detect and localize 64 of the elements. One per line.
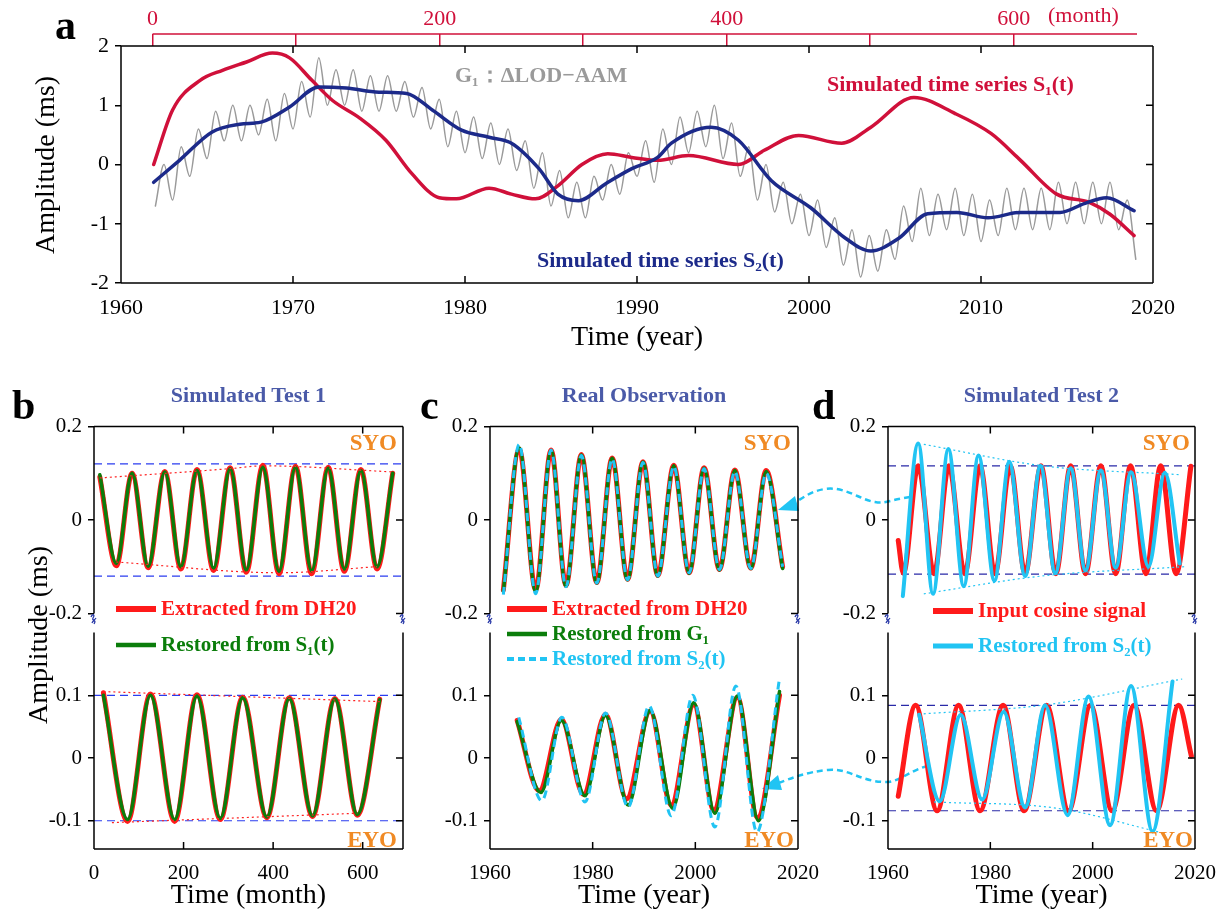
x2-axis-title: (month) <box>1048 2 1119 27</box>
y-tick-label: 0.1 <box>55 681 82 706</box>
legend-label: Restored from S₂(t) <box>978 633 1152 657</box>
x-tick-label: 1960 <box>867 860 909 885</box>
legend-label: Restored from S₁(t) <box>161 632 335 656</box>
y-tick-label: -1 <box>90 209 109 235</box>
y-tick-label: -0.1 <box>48 807 82 832</box>
y-tick-label: -0.2 <box>842 599 876 624</box>
x-tick-label: 2020 <box>777 860 819 885</box>
y-tick-label: 0.1 <box>451 681 478 706</box>
x-tick-label: 1980 <box>443 293 487 319</box>
text: c <box>420 382 439 428</box>
chart-title: Real Observation <box>561 382 727 407</box>
y-tick-label: 0 <box>467 744 478 769</box>
x-axis-title: Time (year) <box>571 320 703 351</box>
text: Simulated time series S₂(t) <box>537 247 784 272</box>
y-tick-label: 1 <box>98 91 109 117</box>
x-tick-label: 2020 <box>1131 293 1175 319</box>
legend-label: Extracted from DH20 <box>161 596 357 620</box>
y-tick-label: -0.1 <box>444 807 478 832</box>
y-tick-label: 0 <box>865 506 876 531</box>
y-tick-label: 0 <box>71 744 82 769</box>
x2-tick-label: 0 <box>147 4 159 30</box>
legend-label: Restored from S₂(t) <box>552 646 726 670</box>
y-tick-label: 0.2 <box>55 413 82 438</box>
x-tick-label: 1990 <box>615 293 659 319</box>
legend-label: Restored from G₁ <box>552 621 710 645</box>
chart-title: Simulated Test 2 <box>963 382 1120 407</box>
chart-title: Simulated Test 1 <box>170 382 327 407</box>
x-tick-label: 600 <box>346 860 379 885</box>
y-tick-label: 0 <box>71 506 82 531</box>
annotation: SYO <box>743 430 791 455</box>
x-tick-label: 1960 <box>469 860 511 885</box>
text: a <box>55 2 76 48</box>
annotation: EYO <box>744 827 794 852</box>
y-tick-label: -2 <box>90 268 109 294</box>
x-tick-label: 1970 <box>271 293 315 319</box>
y-tick-label: 2 <box>98 31 109 57</box>
legend-label: Input cosine signal <box>978 598 1147 622</box>
y-axis-title: Amplitude (ms) <box>29 75 60 255</box>
y-tick-label: 0 <box>467 506 478 531</box>
annotation: EYO <box>347 827 397 852</box>
x-tick-label: 2000 <box>787 293 831 319</box>
y-tick-label: 0.1 <box>849 681 876 706</box>
x-tick-label: 2010 <box>959 293 1003 319</box>
legend-label: Extracted from DH20 <box>552 596 748 620</box>
x2-tick-label: 400 <box>710 4 744 30</box>
x-tick-label: 2020 <box>1174 860 1216 885</box>
y-tick-label: 0.2 <box>451 413 478 438</box>
y-tick-label: 0.2 <box>849 413 876 438</box>
series-label: Simulated time series S₁(t) <box>827 71 1074 96</box>
y-tick-label: 0 <box>865 744 876 769</box>
x-tick-label: 1960 <box>99 293 143 319</box>
y-tick-label: -0.1 <box>842 807 876 832</box>
x2-tick-label: 200 <box>423 4 457 30</box>
annotation: EYO <box>1143 827 1193 852</box>
text: d <box>812 382 836 428</box>
annotation: SYO <box>349 430 397 455</box>
annotation: SYO <box>1142 430 1190 455</box>
y-tick-label: -0.2 <box>444 599 478 624</box>
series-label: G₁：ΔLOD−AAM <box>455 62 628 87</box>
y-tick-label: 0 <box>98 150 109 176</box>
text: b <box>12 382 36 428</box>
x2-tick-label: 600 <box>997 4 1031 30</box>
